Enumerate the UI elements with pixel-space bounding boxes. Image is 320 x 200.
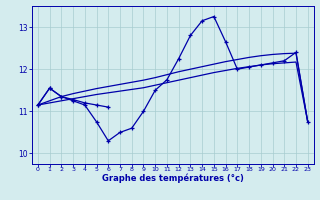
X-axis label: Graphe des températures (°c): Graphe des températures (°c) (102, 174, 244, 183)
